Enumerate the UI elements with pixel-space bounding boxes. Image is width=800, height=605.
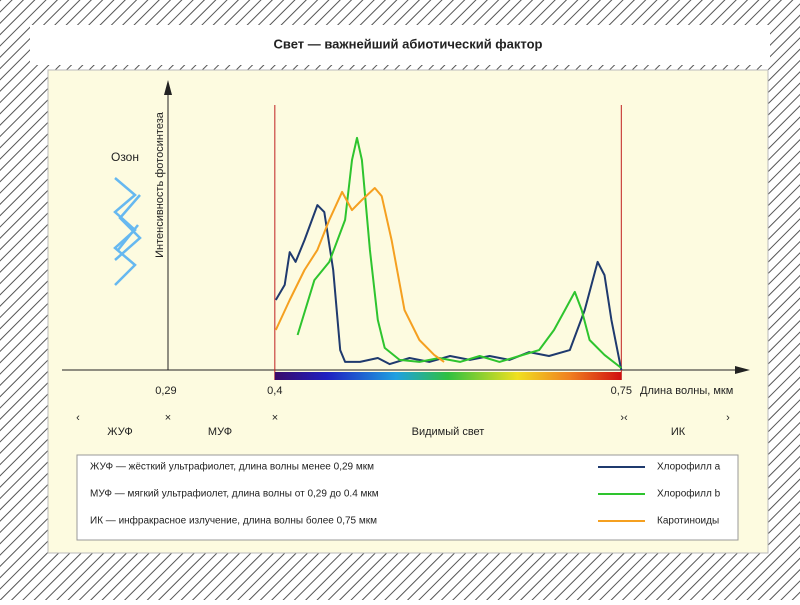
x-tick-label: 0,75 xyxy=(611,385,632,397)
x-label: Длина волны, мкм xyxy=(640,385,733,397)
series-line xyxy=(274,204,623,371)
region-markers: ‹ × × ›‹ › xyxy=(76,412,730,424)
x-arrow xyxy=(735,366,750,374)
y-label: Интенсивность фотосинтеза xyxy=(154,111,166,258)
x-tick-label: 0,4 xyxy=(267,385,282,397)
legend-label: Хлорофилл b xyxy=(657,488,721,500)
series-line xyxy=(274,187,445,363)
region-label: Видимый свет xyxy=(412,426,485,438)
svg-text:×: × xyxy=(165,412,171,424)
note: ИК — инфракрасное излучение, длина волны… xyxy=(90,515,377,527)
region-label: МУФ xyxy=(208,426,232,438)
legend-label: Каротиноиды xyxy=(657,516,719,527)
svg-text:×: × xyxy=(272,412,278,424)
x-tick-label: 0,29 xyxy=(155,385,176,397)
note: ЖУФ — жёсткий ультрафиолет, длина волны … xyxy=(90,461,374,473)
visible-spectrum xyxy=(274,372,622,380)
region-label: ЖУФ xyxy=(107,426,132,438)
svg-text:›: › xyxy=(726,412,730,424)
ozone-label: Озон xyxy=(111,150,139,164)
y-arrow xyxy=(164,80,172,95)
legend-label: Хлорофилл a xyxy=(657,461,721,473)
note: МУФ — мягкий ультрафиолет, длина волны о… xyxy=(90,488,379,500)
svg-text:›‹: ›‹ xyxy=(620,412,628,424)
title-band xyxy=(30,25,770,65)
region-label: ИК xyxy=(671,426,686,438)
svg-text:‹: ‹ xyxy=(76,412,80,424)
legend-box xyxy=(76,454,739,541)
title: Свет — важнейший абиотический фактор xyxy=(274,36,543,51)
ozone-arrows xyxy=(113,177,142,286)
